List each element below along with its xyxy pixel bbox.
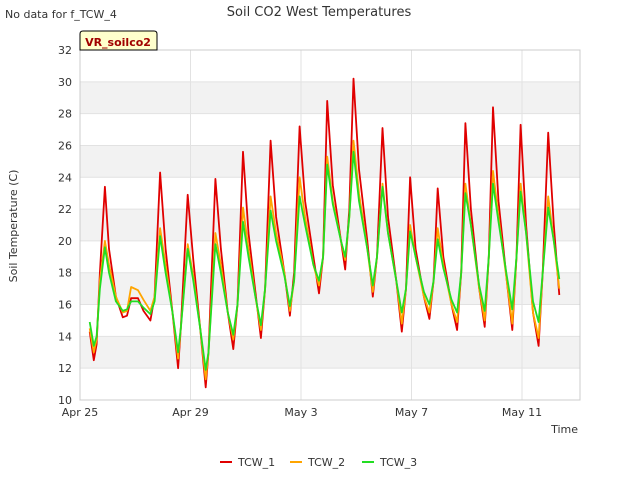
y-tick-label: 26 — [58, 139, 72, 152]
x-tick-label: Apr 29 — [172, 406, 209, 419]
y-tick-label: 28 — [58, 108, 72, 121]
y-tick-label: 22 — [58, 203, 72, 216]
series-lines — [88, 77, 561, 389]
y-tick-label: 16 — [58, 299, 72, 312]
no-data-note: No data for f_TCW_4 — [5, 8, 117, 21]
y-tick-label: 24 — [58, 171, 72, 184]
legend-label: TCW_2 — [307, 456, 345, 469]
station-label-box — [79, 30, 158, 51]
legend-label: TCW_3 — [379, 456, 417, 469]
y-tick-label: 32 — [58, 44, 72, 57]
band — [80, 209, 580, 241]
band — [80, 336, 580, 369]
background-bands — [80, 81, 580, 369]
x-axis-ticks: Apr 25 Apr 29 May 3 May 7 May 11 — [62, 406, 542, 419]
y-tick-label: 10 — [58, 394, 72, 407]
x-tick-label: May 11 — [502, 406, 542, 419]
chart-title: Soil CO2 West Temperatures — [227, 5, 412, 20]
band — [80, 81, 580, 114]
y-axis-ticks: 10 12 14 16 18 20 22 24 26 28 30 32 — [58, 44, 72, 407]
y-tick-label: 30 — [58, 76, 72, 89]
y-tick-label: 12 — [58, 362, 72, 375]
x-tick-label: May 3 — [284, 406, 317, 419]
plot-area — [79, 49, 581, 401]
x-tick-label: Apr 25 — [62, 406, 99, 419]
band — [80, 272, 580, 305]
legend-label: TCW_1 — [237, 456, 275, 469]
series-line-tcw-3 — [88, 150, 561, 371]
x-tick-label: May 7 — [395, 406, 428, 419]
y-tick-label: 18 — [58, 267, 72, 280]
y-axis-label: Soil Temperature (C) — [7, 170, 20, 283]
station-label-text: VR_soilco2 — [85, 36, 151, 49]
station-label: VR_soilco2 — [79, 30, 158, 51]
y-tick-label: 14 — [58, 330, 72, 343]
legend: TCW_1 TCW_2 TCW_3 — [220, 456, 417, 469]
x-axis-label: Time — [550, 423, 578, 436]
y-tick-label: 20 — [58, 235, 72, 248]
